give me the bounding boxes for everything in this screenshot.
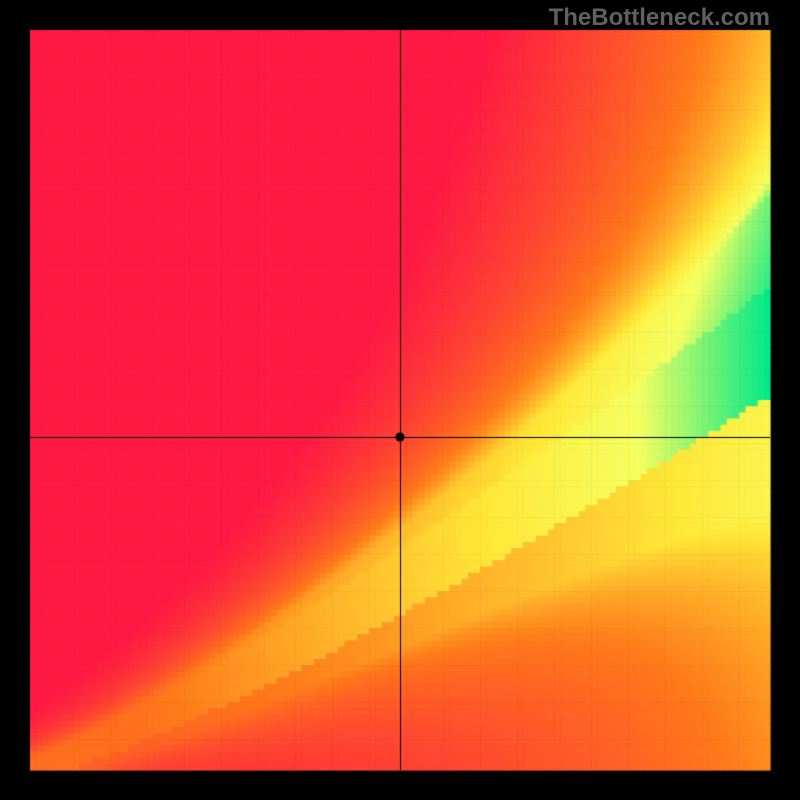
watermark-text: TheBottleneck.com	[549, 4, 770, 32]
bottleneck-heatmap-chart	[0, 0, 800, 800]
chart-container: TheBottleneck.com	[0, 0, 800, 800]
